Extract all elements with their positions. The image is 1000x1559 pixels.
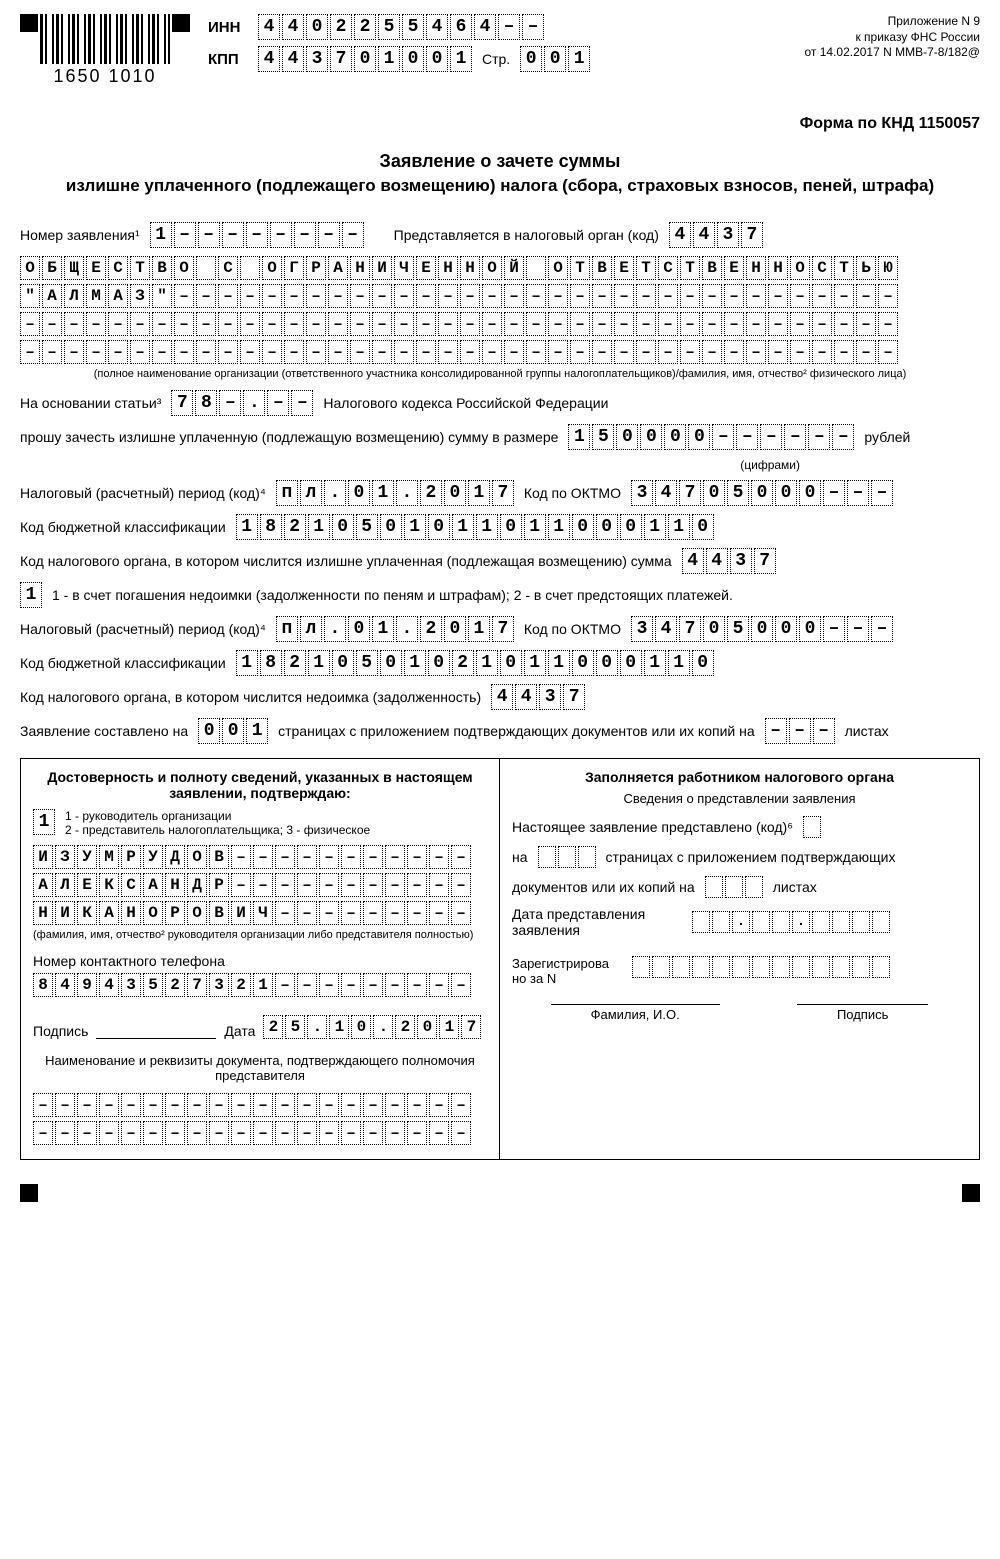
phone-label: Номер контактного телефона xyxy=(33,953,487,969)
right-date-label: Дата представления заявления xyxy=(512,906,682,938)
signature-line xyxy=(96,1021,216,1039)
period2-cells: пл.01.2017 xyxy=(276,616,514,642)
attachment-info: Приложение N 9 к приказу ФНС России от 1… xyxy=(804,14,980,61)
form-title-2: излишне уплаченного (подлежащего возмеще… xyxy=(20,174,980,198)
doc-proof-2: –––––––––––––––––––– xyxy=(33,1121,487,1145)
phone-cells: 84943527321––––––––– xyxy=(33,973,487,997)
article-cells: 78–.–– xyxy=(171,390,313,416)
organ-debt-cells: 4437 xyxy=(491,684,585,710)
article-label: На основании статьи³ xyxy=(20,395,161,411)
tax-organ-cells: 4437 xyxy=(669,222,763,248)
rubles-label: рублей xyxy=(864,429,910,445)
right-date-cells: . . xyxy=(692,911,890,933)
app-num-cells: 1–––––––– xyxy=(150,222,364,248)
doc-proof-heading: Наименование и реквизиты документа, подт… xyxy=(33,1053,487,1083)
date-label: Дата xyxy=(224,1023,255,1039)
right-docs-label: документов или их копий на xyxy=(512,879,695,895)
fio1-cells: ИЗУМРУДОВ––––––––––– xyxy=(33,845,487,869)
org-line-4: –––––––––––––––––––––––––––––––––––––––– xyxy=(20,340,980,364)
kbk2-cells: 18210501021011000110 xyxy=(236,650,714,676)
page-cells: 001 xyxy=(520,46,590,72)
purpose-text: 1 - в счет погашения недоимки (задолженн… xyxy=(52,587,733,603)
inn-kpp-block: ИНН 4402255464–– КПП 443701001 Стр. 001 xyxy=(208,14,786,78)
right-pages-cells xyxy=(538,846,596,868)
right-sig-sign: Подпись xyxy=(797,1004,928,1022)
kbk-label-1: Код бюджетной классификации xyxy=(20,519,226,535)
purpose-code-cells: 1 xyxy=(20,582,42,608)
pages-label-b: страницах с приложением подтверждающих д… xyxy=(278,723,755,739)
pages-label-a: Заявление составлено на xyxy=(20,723,188,739)
inn-label: ИНН xyxy=(208,19,248,36)
article-suffix: Налогового кодекса Российской Федерации xyxy=(323,395,608,411)
corner-mark xyxy=(20,14,38,32)
right-docs-suffix: листах xyxy=(773,879,817,895)
right-present-cells xyxy=(803,816,821,838)
confirm-code-cells: 1 xyxy=(33,809,55,835)
tax-organ-label: Представляется в налоговый орган (код) xyxy=(394,227,659,243)
inn-cells: 4402255464–– xyxy=(258,14,544,40)
organ-overpay-label: Код налогового органа, в котором числитс… xyxy=(20,553,672,569)
date-cells: 25.10.2017 xyxy=(263,1015,481,1039)
digits-note: (цифрами) xyxy=(20,458,980,472)
request-label: прошу зачесть излишне уплаченную (подлеж… xyxy=(20,429,558,445)
signature-block: Достоверность и полноту сведений, указан… xyxy=(20,758,980,1160)
right-sig-fio: Фамилия, И.О. xyxy=(551,1004,720,1022)
doc-proof-1: –––––––––––––––––––– xyxy=(33,1093,487,1117)
oktmo-label-1: Код по ОКТМО xyxy=(524,485,621,501)
app-num-label: Номер заявления¹ xyxy=(20,227,140,243)
org-note: (полное наименование организации (ответс… xyxy=(20,368,980,380)
right-docs-cells xyxy=(705,876,763,898)
organ-overpay-cells: 4437 xyxy=(682,548,776,574)
period-label-1: Налоговый (расчетный) период (код)⁴ xyxy=(20,485,266,501)
org-line-1: ОБЩЕСТВО С ОГРАНИЧЕННОЙ ОТВЕТСТВЕННОСТЬЮ xyxy=(20,256,980,280)
kpp-cells: 443701001 xyxy=(258,46,472,72)
kbk-label-2: Код бюджетной классификации xyxy=(20,655,226,671)
corner-mark xyxy=(172,14,190,32)
fio-note: (фамилия, имя, отчество² руководителя ор… xyxy=(33,929,487,941)
right-present-label: Настоящее заявление представлено (код)⁶ xyxy=(512,819,793,835)
kbk1-cells: 18210501011011000110 xyxy=(236,514,714,540)
sheets-cells: ––– xyxy=(765,718,835,744)
barcode: 1650 1010 xyxy=(40,14,170,87)
sign-label: Подпись xyxy=(33,1023,88,1039)
oktmo1-cells: 34705000––– xyxy=(631,480,893,506)
organ-debt-label: Код налогового органа, в котором числитс… xyxy=(20,689,481,705)
sheets-suffix: листах xyxy=(845,723,889,739)
org-line-2: "АЛМАЗ"––––––––––––––––––––––––––––––––– xyxy=(20,284,980,308)
oktmo-label-2: Код по ОКТМО xyxy=(524,621,621,637)
period1-cells: пл.01.2017 xyxy=(276,480,514,506)
bottom-corner-marks xyxy=(20,1184,980,1202)
right-sub: Сведения о представлении заявления xyxy=(512,791,967,806)
fio3-cells: НИКАНОРОВИЧ––––––––– xyxy=(33,901,487,925)
header-row: 1650 1010 ИНН 4402255464–– КПП 443701001… xyxy=(20,14,980,87)
right-on: на xyxy=(512,849,528,865)
form-code: Форма по КНД 1150057 xyxy=(20,115,980,133)
right-reg-cells xyxy=(632,956,890,978)
pages-cells: 001 xyxy=(198,718,268,744)
right-heading: Заполняется работником налогового органа xyxy=(512,769,967,785)
fio2-cells: АЛЕКСАНДР––––––––––– xyxy=(33,873,487,897)
amount-cells: 150000–––––– xyxy=(568,424,854,450)
barcode-numbers: 1650 1010 xyxy=(53,66,156,87)
right-reg-label: Зарегистрирова но за N xyxy=(512,956,622,986)
oktmo2-cells: 34705000––– xyxy=(631,616,893,642)
page-label: Стр. xyxy=(482,51,510,67)
right-pages-suffix: страницах с приложением подтверждающих xyxy=(606,849,896,865)
confirm-legend: 1 - руководитель организации 2 - предста… xyxy=(65,809,370,837)
form-title-1: Заявление о зачете суммы xyxy=(20,151,980,172)
org-line-3: –––––––––––––––––––––––––––––––––––––––– xyxy=(20,312,980,336)
kpp-label: КПП xyxy=(208,51,248,68)
left-heading: Достоверность и полноту сведений, указан… xyxy=(33,769,487,801)
period-label-2: Налоговый (расчетный) период (код)⁴ xyxy=(20,621,266,637)
